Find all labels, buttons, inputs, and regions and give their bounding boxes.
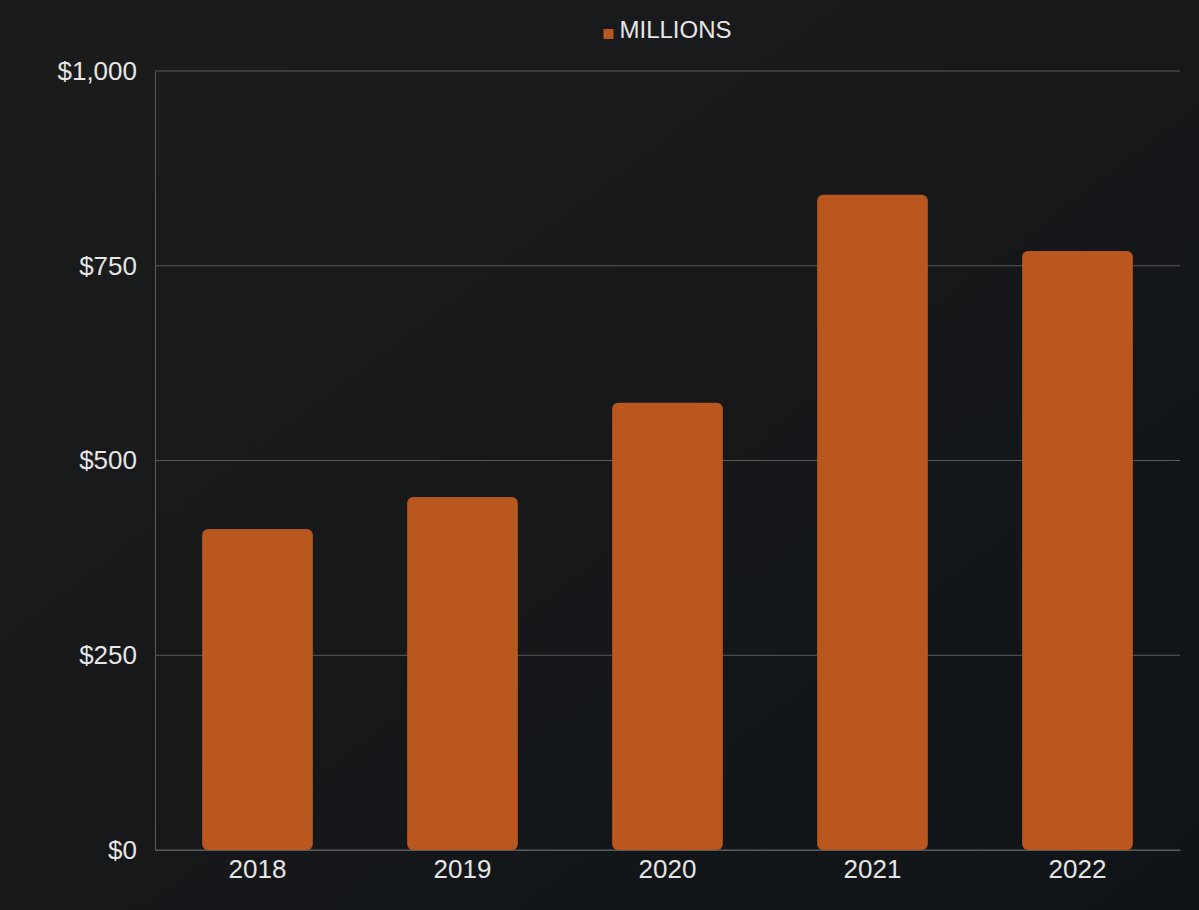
bar [202,529,313,850]
y-axis: $0 $250 $500 $750 $1,000 [57,56,155,865]
legend-item: MILLIONS [603,16,731,43]
plot: $0 $250 $500 $750 $1,000 2018 2019 2020 2021 2022 [57,56,1180,885]
chart: $0 $250 $500 $750 $1,000 2018 2019 2020 2021 2022… [0,0,1199,910]
x-tick-label: 2021 [844,854,902,884]
legend-swatch [603,29,613,39]
grid [155,71,1180,850]
y-tick: $750 [79,251,155,281]
legend-label: MILLIONS [619,16,731,43]
x-axis-line [156,850,1181,851]
x-tick: 2020 [639,850,697,884]
y-tick-label: $500 [79,445,137,475]
x-tick: 2019 [434,850,492,884]
y-tick: $0 [108,835,155,865]
y-tick: $250 [79,640,155,670]
x-tick-label: 2020 [639,854,697,884]
bar [612,403,723,850]
y-tick-label: $1,000 [57,56,137,86]
y-tick-label: $250 [79,640,137,670]
y-tick: $1,000 [57,56,155,86]
legend: MILLIONS [603,16,731,43]
bars [202,195,1133,850]
y-tick-label: $0 [108,835,137,865]
x-tick-label: 2022 [1049,854,1107,884]
bar [817,195,928,850]
y-tick: $500 [79,445,155,475]
background [0,0,1199,910]
x-tick: 2022 [1049,850,1107,884]
x-axis: 2018 2019 2020 2021 2022 [156,850,1181,884]
x-tick: 2021 [844,850,902,884]
bar [1022,251,1133,850]
x-tick: 2018 [229,850,287,884]
x-tick-label: 2018 [229,854,287,884]
y-axis-line [155,72,156,851]
x-tick-label: 2019 [434,854,492,884]
bar [407,497,518,850]
grid-line [155,71,1180,72]
y-tick-label: $750 [79,251,137,281]
